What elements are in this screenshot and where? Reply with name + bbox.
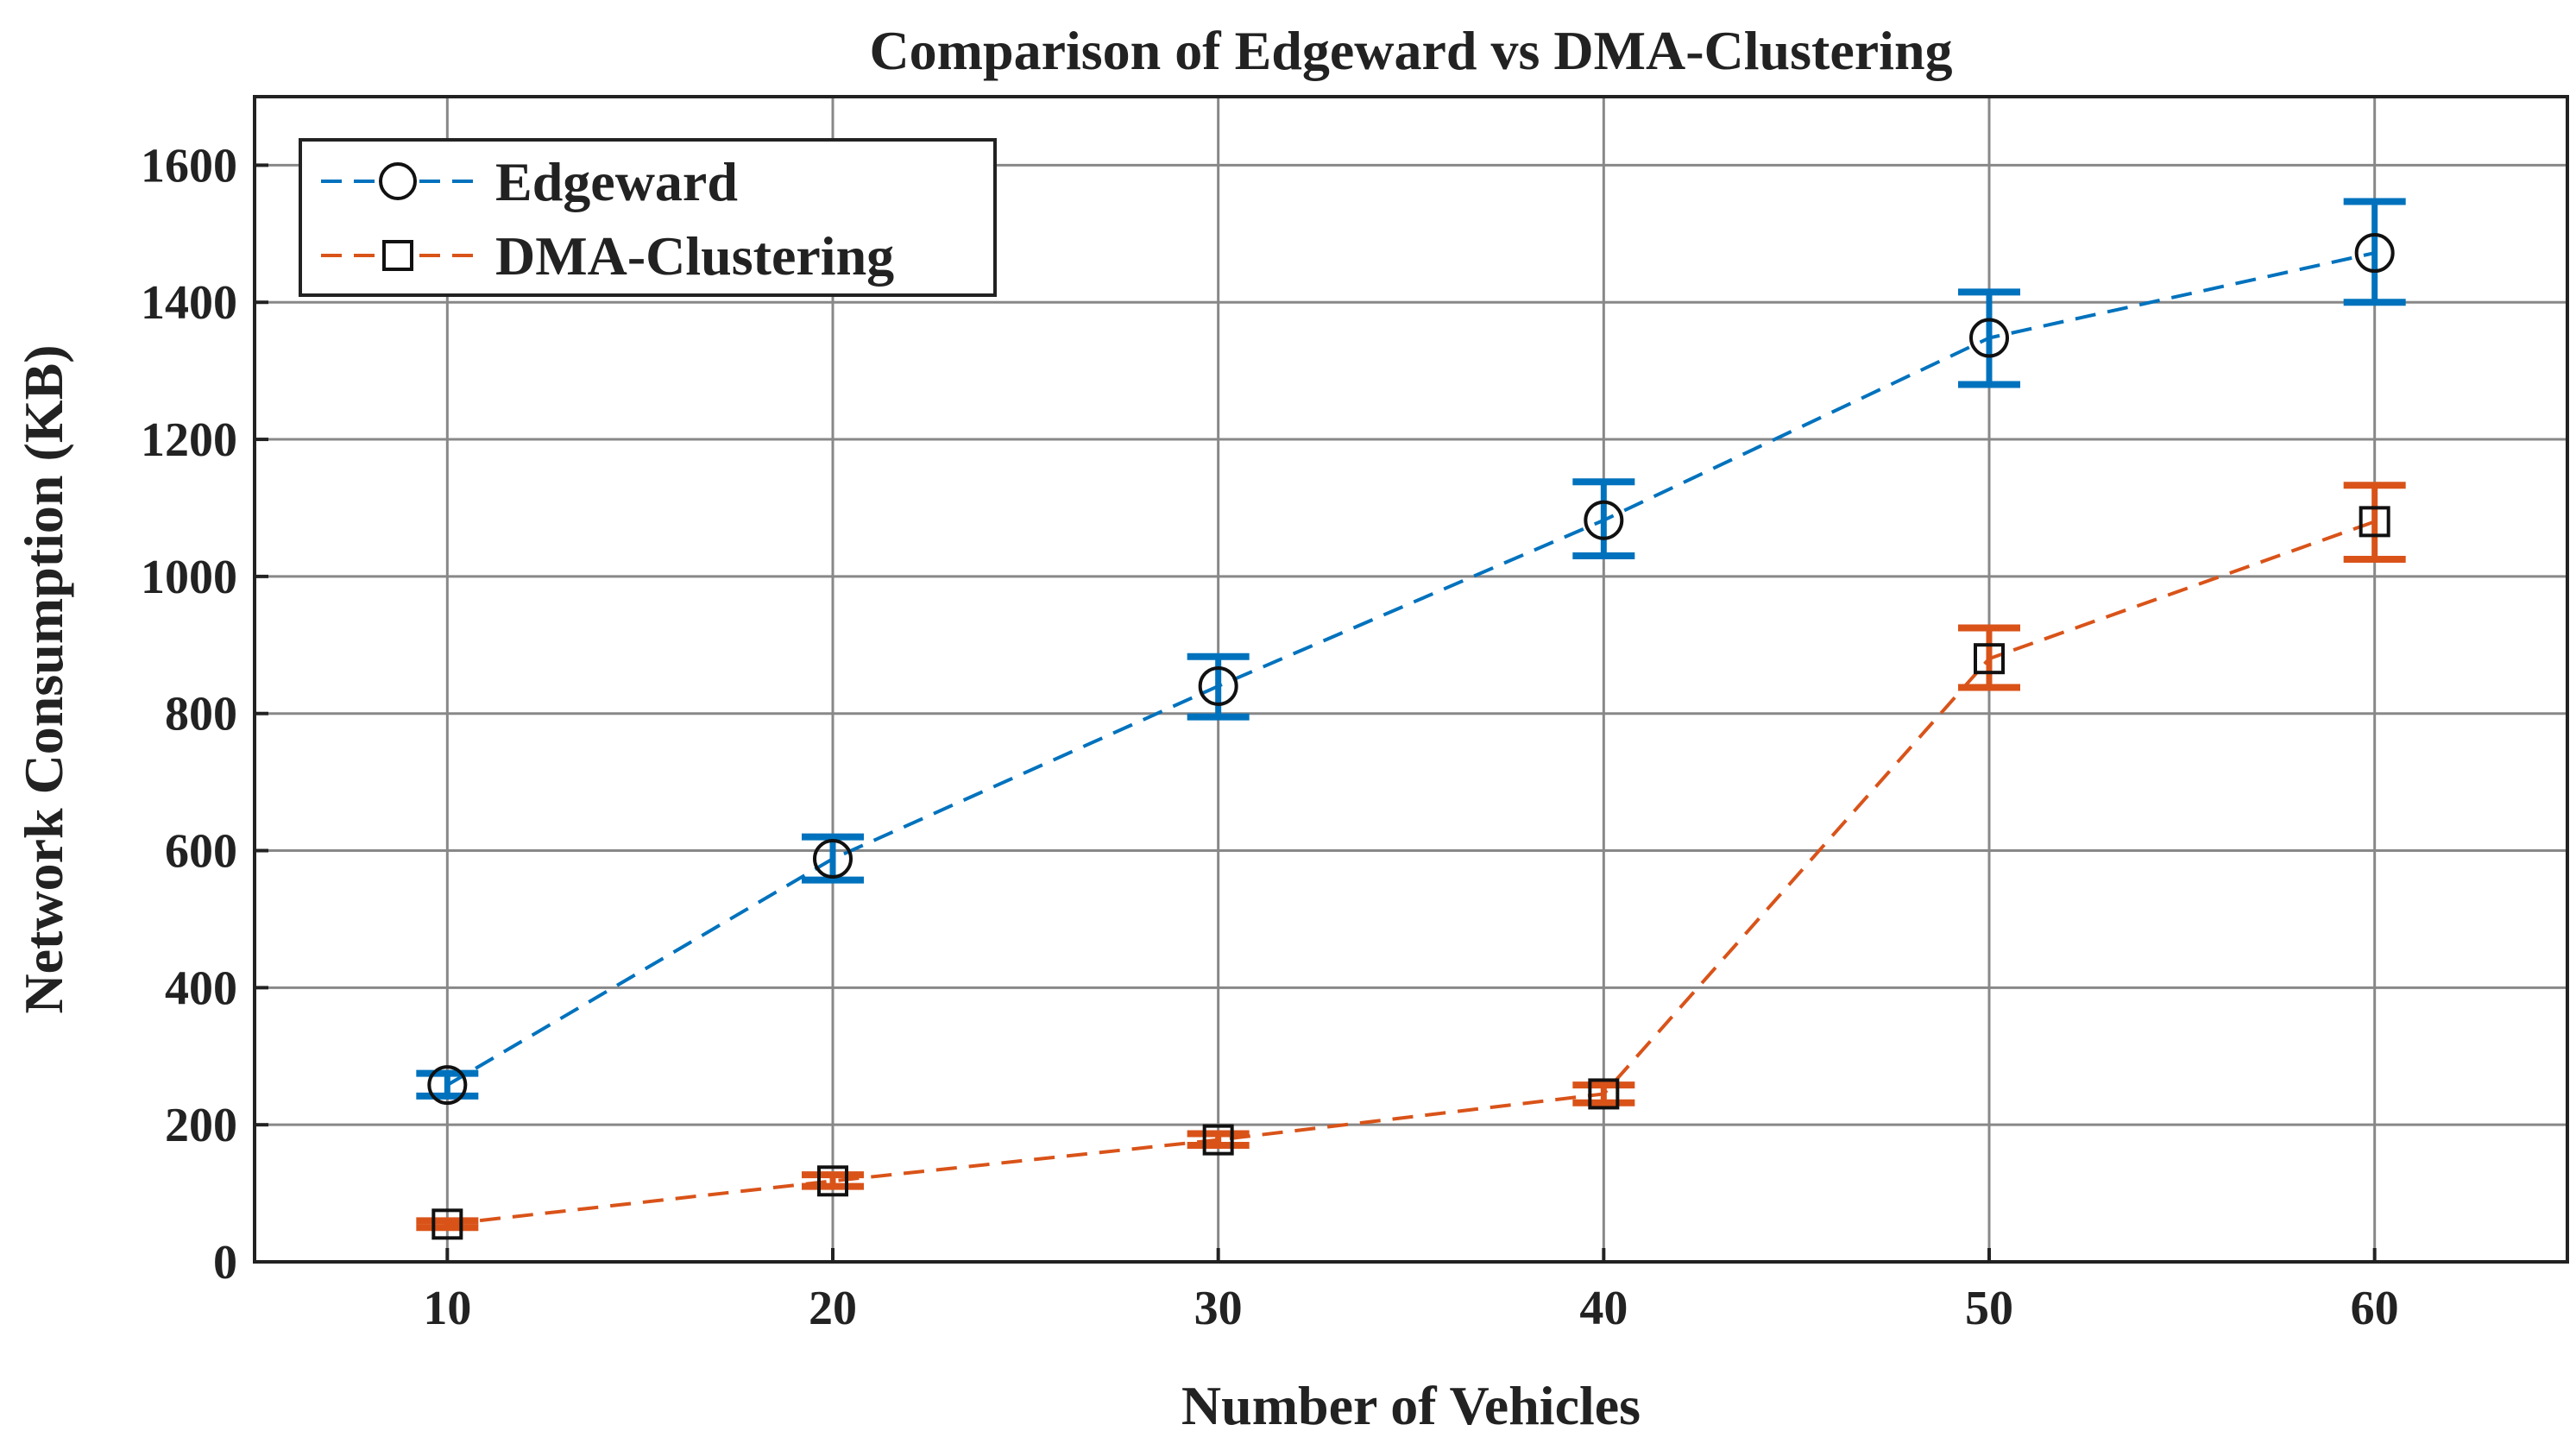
data-point-edgeward — [813, 839, 853, 879]
y-tick-label: 200 — [165, 1099, 237, 1152]
legend-box — [299, 138, 997, 297]
data-point-edgeward — [1584, 500, 1624, 540]
y-axis-label: Network Consumption (KB) — [13, 344, 74, 1013]
x-tick-label: 50 — [1965, 1282, 2013, 1335]
data-point-dma-clustering — [817, 1165, 848, 1197]
x-tick-label: 60 — [2351, 1282, 2399, 1335]
y-tick-label: 1200 — [141, 413, 237, 467]
x-tick-label: 30 — [1194, 1282, 1243, 1335]
data-point-edgeward — [2354, 233, 2395, 274]
y-tick-label: 0 — [213, 1236, 237, 1289]
data-point-edgeward — [1969, 318, 2009, 358]
data-point-dma-clustering — [1974, 643, 2005, 675]
y-tick-label: 400 — [165, 961, 237, 1015]
x-axis-label: Number of Vehicles — [1181, 1375, 1641, 1436]
x-tick-label: 20 — [809, 1282, 857, 1335]
x-tick-label: 10 — [423, 1282, 471, 1335]
y-tick-label: 1400 — [141, 276, 237, 330]
series-lines — [446, 251, 2376, 1226]
y-tick-label: 1000 — [141, 551, 237, 604]
legend: Edgeward DMA-Clustering — [299, 138, 997, 297]
legend-edgeward-marker — [379, 162, 417, 200]
data-point-edgeward — [1198, 665, 1238, 706]
x-tick-label: 40 — [1579, 1282, 1628, 1335]
error-bars — [416, 198, 2406, 1232]
y-tick-label: 800 — [165, 688, 237, 741]
y-tick-label: 1600 — [141, 139, 237, 192]
data-point-dma-clustering — [1588, 1078, 1620, 1110]
legend-edgeward-label: Edgeward — [495, 151, 738, 212]
series-line-edgeward — [446, 251, 2376, 1087]
data-point-edgeward — [427, 1065, 468, 1106]
series-line-dma-clustering — [447, 520, 2376, 1226]
data-point-dma-clustering — [431, 1208, 463, 1240]
y-tick-label: 600 — [165, 825, 237, 879]
markers — [427, 233, 2395, 1240]
chart-title: Comparison of Edgeward vs DMA-Clustering — [869, 20, 1952, 81]
data-point-dma-clustering — [2359, 506, 2390, 538]
x-ticks: 10 20 30 40 50 60 — [423, 1248, 2399, 1335]
legend-dma-label: DMA-Clustering — [495, 225, 894, 287]
plot-frame — [253, 95, 2569, 1264]
legend-dma-marker — [382, 240, 413, 271]
y-ticks: 0 200 400 600 800 1000 1200 1400 1600 — [141, 139, 268, 1289]
grid — [255, 97, 2567, 1264]
data-point-dma-clustering — [1202, 1124, 1234, 1156]
